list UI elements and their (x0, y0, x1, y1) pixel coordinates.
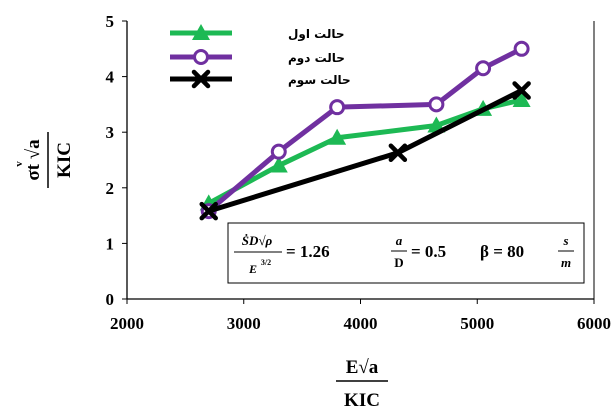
ratio-numerator: a (396, 233, 403, 248)
series-2-point (513, 40, 530, 57)
series-2-point (475, 60, 492, 77)
legend-label: حالت سوم (288, 73, 351, 88)
ratio-denominator: D (394, 255, 403, 270)
y-tick-label: 2 (106, 179, 115, 198)
y-tick-label: 0 (106, 290, 115, 309)
series-3-point (199, 201, 218, 221)
x-tick-label: 3000 (227, 314, 261, 333)
legend-label: حالت اول (288, 27, 345, 42)
legend-swatch-marker (192, 24, 210, 40)
y-tick-label: 3 (106, 123, 115, 142)
series-3-point (512, 81, 531, 100)
x-ticks: 2000 3000 4000 5000 6000 (110, 299, 611, 333)
beta-value: β = 80 (480, 242, 524, 261)
formula-box (227, 222, 585, 284)
legend-label: حالت دوم (288, 51, 345, 66)
formula-lhs-denominator: E (248, 262, 257, 276)
x-tick-label: 6000 (577, 314, 611, 333)
y-tick-label: 1 (106, 234, 115, 253)
unit-numerator: s (562, 233, 568, 248)
unit-denominator: m (561, 255, 571, 270)
legend-swatch-marker (193, 49, 209, 65)
series-2-line (207, 46, 523, 214)
x-label-numerator: E√a (346, 357, 379, 378)
series-3 (199, 81, 531, 221)
series-2 (200, 40, 530, 220)
formula-value-1: = 1.26 (286, 242, 330, 261)
y-ticks: 0 1 2 3 4 5 (106, 12, 127, 309)
series-1-point (269, 156, 288, 173)
y-label-accent: v (13, 161, 25, 167)
formula-annotation: ṠD√ρ E 3/2 = 1.26 a D = 0.5 β = 80 s m (227, 222, 585, 284)
y-label-denominator: KIC (54, 142, 75, 178)
y-tick-label: 5 (106, 12, 115, 31)
x-axis-label: E√a KIC (336, 357, 388, 411)
x-tick-label: 2000 (110, 314, 144, 333)
x-tick-label: 5000 (460, 314, 494, 333)
x-label-denominator: KIC (344, 390, 380, 411)
formula-lhs-numerator: ṠD√ρ (242, 233, 273, 248)
formula-value-2: = 0.5 (411, 242, 446, 261)
formula-lhs-den-exponent: 3/2 (261, 258, 271, 267)
y-tick-label: 4 (106, 68, 115, 87)
legend: حالت اول حالت دوم حالت سوم (170, 24, 351, 89)
series-3-point (388, 143, 408, 163)
y-axis-label: σt √a v KIC (13, 132, 75, 188)
series-1-point (328, 128, 347, 145)
series-2-point (270, 143, 287, 160)
legend-swatch-marker (191, 69, 211, 89)
series-layer (199, 40, 531, 221)
series-2-point (329, 99, 346, 116)
x-tick-label: 4000 (344, 314, 378, 333)
y-label-numerator: σt √a (23, 139, 44, 181)
series-1-point (512, 90, 531, 107)
series-2-point (428, 96, 445, 113)
